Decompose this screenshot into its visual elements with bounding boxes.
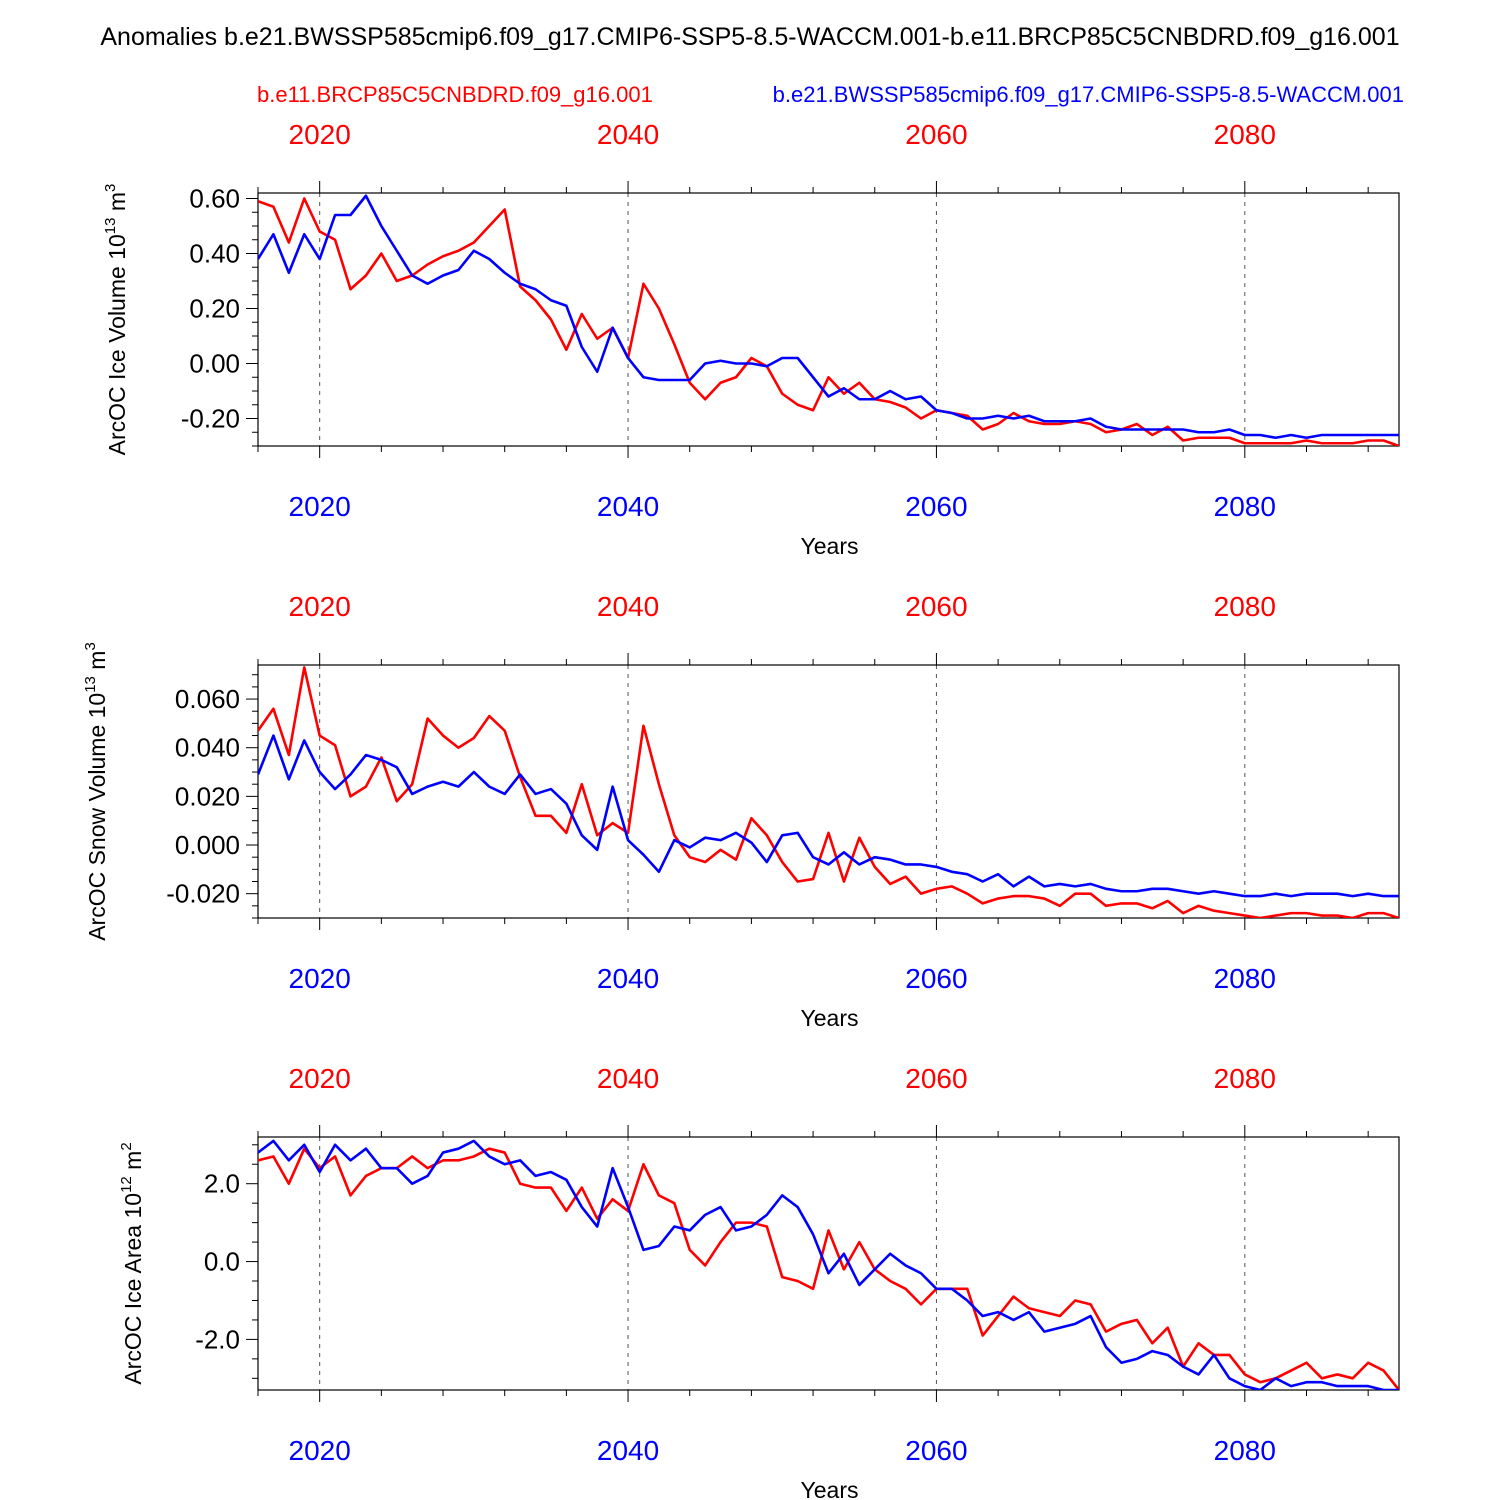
y-tick-label: 0.00 [189, 349, 240, 379]
series-red-line [258, 197, 1399, 446]
panel-3: -2.0 0.0 2.0 2020 2020 2040 2040 2060 2060 2080 20… [118, 1063, 1400, 1500]
x-tick-label-top: 2020 [289, 1063, 351, 1094]
x-tick-label-bottom: 2080 [1214, 963, 1276, 994]
x-tick-label-top: 2060 [905, 119, 967, 150]
x-tick-label-bottom: 2020 [289, 963, 351, 994]
y-axis-label: ArcOC Ice Area 1012 m2 [118, 1142, 146, 1384]
plot-frame [257, 192, 1400, 447]
x-tick-label-bottom: 2080 [1214, 491, 1276, 522]
series-red-line [258, 1147, 1399, 1390]
x-tick-label-bottom: 2020 [289, 491, 351, 522]
y-tick-label: 0.040 [175, 733, 240, 763]
x-tick-label-bottom: 2080 [1214, 1435, 1276, 1466]
y-tick-label: 0.0 [204, 1247, 240, 1277]
x-tick-label-bottom: 2040 [597, 1435, 659, 1466]
x-tick-label-top: 2060 [905, 1063, 967, 1094]
x-tick-label-bottom: 2060 [905, 1435, 967, 1466]
x-tick-label-bottom: 2060 [905, 963, 967, 994]
legend-red-label: b.e11.BRCP85C5CNBDRD.f09_g16.001 [257, 82, 653, 107]
series-blue-line [258, 194, 1399, 440]
y-tick-label: -2.0 [195, 1324, 240, 1354]
y-tick-label: -0.020 [166, 879, 240, 909]
y-axis-label: ArcOC Ice Volume 1013 m3 [102, 184, 130, 456]
panel-1: -0.20 0.00 0.20 0.40 0.60 2020 2020 2040 2040 206… [102, 119, 1400, 559]
series-blue-line [258, 734, 1399, 898]
x-tick-label-top: 2080 [1214, 119, 1276, 150]
legend-blue-label: b.e21.BWSSP585cmip6.f09_g17.CMIP6-SSP5-8… [773, 82, 1404, 107]
x-axis-label: Years [801, 1005, 859, 1031]
figure-title: Anomalies b.e21.BWSSP585cmip6.f09_g17.CM… [100, 23, 1399, 51]
x-tick-label-top: 2040 [597, 591, 659, 622]
y-tick-label: 0.40 [189, 239, 240, 269]
y-tick-label: 2.0 [204, 1169, 240, 1199]
series-blue-line [258, 1139, 1399, 1390]
x-tick-label-top: 2060 [905, 591, 967, 622]
y-tick-label: 0.020 [175, 781, 240, 811]
x-tick-label-bottom: 2060 [905, 491, 967, 522]
x-tick-label-top: 2080 [1214, 1063, 1276, 1094]
x-axis-label: Years [801, 533, 859, 559]
panels: -0.20 0.00 0.20 0.40 0.60 2020 2020 2040 2040 206… [82, 119, 1400, 1500]
x-axis-label: Years [801, 1477, 859, 1500]
x-tick-label-top: 2040 [597, 119, 659, 150]
y-tick-label: 0.000 [175, 830, 240, 860]
series-red-line [258, 666, 1399, 918]
panel-2: -0.020 0.000 0.020 0.040 0.060 2020 2020 2040 20… [82, 591, 1400, 1031]
y-axis-label: ArcOC Snow Volume 1013 m3 [82, 642, 110, 941]
x-tick-label-bottom: 2040 [597, 491, 659, 522]
y-tick-label: 0.60 [189, 184, 240, 214]
x-tick-label-top: 2020 [289, 591, 351, 622]
plot-frame [257, 664, 1400, 919]
y-tick-label: -0.20 [181, 404, 240, 434]
x-tick-label-top: 2080 [1214, 591, 1276, 622]
x-tick-label-bottom: 2040 [597, 963, 659, 994]
y-tick-label: 0.20 [189, 294, 240, 324]
plot-frame [257, 1136, 1400, 1391]
x-tick-label-bottom: 2020 [289, 1435, 351, 1466]
x-tick-label-top: 2020 [289, 119, 351, 150]
y-tick-label: 0.060 [175, 684, 240, 714]
x-tick-label-top: 2040 [597, 1063, 659, 1094]
